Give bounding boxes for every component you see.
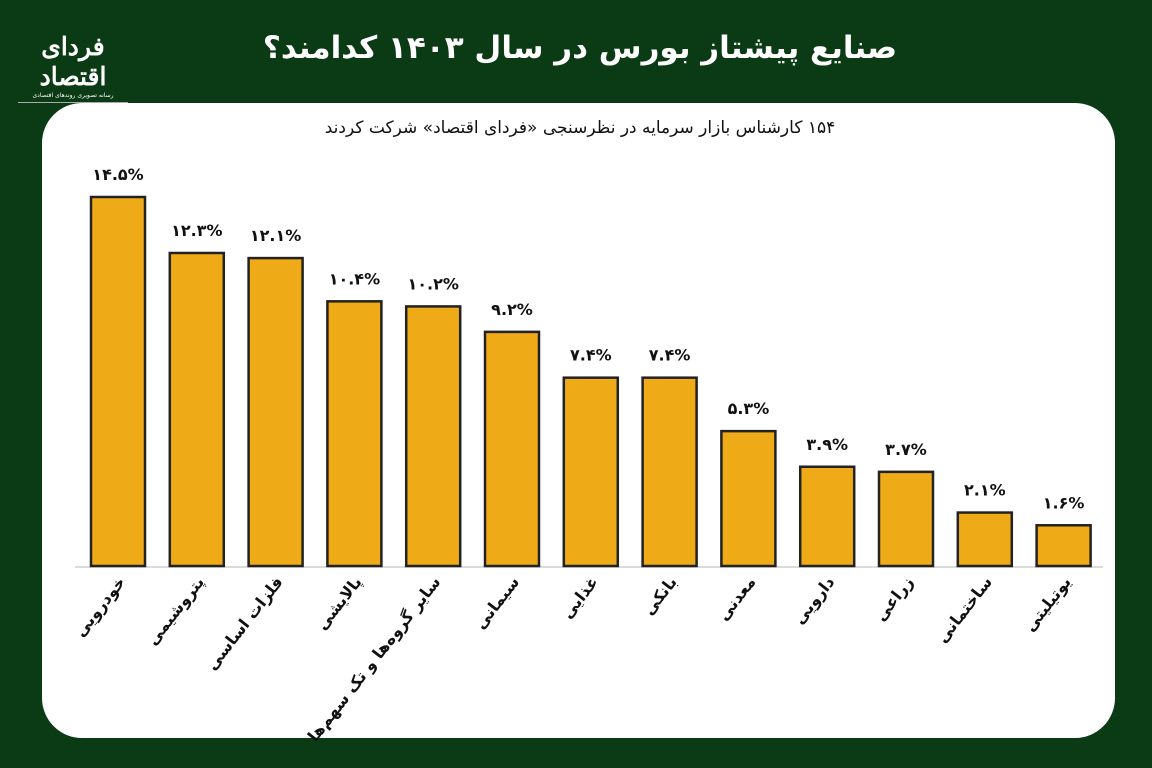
bar xyxy=(89,195,147,568)
bar xyxy=(326,300,383,568)
logo-tagline: رسانه تصویری روندهای اقتصادی xyxy=(18,92,128,103)
tick-label: پالایشی xyxy=(312,573,366,634)
bar xyxy=(562,376,620,568)
data-label: ۱۴.۵% xyxy=(92,165,143,184)
data-label: ۳.۷% xyxy=(885,440,927,459)
chart-subtitle: ۱۵۴ کارشناس بازار سرمایه در نظرسنجی «فرد… xyxy=(324,118,836,138)
bar xyxy=(168,251,226,568)
tick-label: پتروشیمی xyxy=(143,573,209,650)
data-label: ۱۲.۳% xyxy=(171,221,222,240)
logo-name: فردای اقتصاد xyxy=(39,32,107,91)
tick-label: دارویی xyxy=(789,573,838,628)
bar xyxy=(956,511,1014,568)
bar xyxy=(641,376,698,568)
tick-label: معدنی xyxy=(714,573,760,624)
logo: فردای اقتصاد رسانه تصویری روندهای اقتصاد… xyxy=(18,32,128,103)
tick-label: فلزات اساسی xyxy=(202,573,287,674)
tick-label: خودرویی xyxy=(70,573,129,641)
data-label: ۷.۴% xyxy=(570,346,612,365)
data-label: ۳.۹% xyxy=(806,435,848,454)
tick-label: بانکی xyxy=(639,573,681,619)
data-label: ۹.۲% xyxy=(491,300,533,319)
bar xyxy=(1035,524,1092,568)
data-label: ۱.۶% xyxy=(1043,493,1085,512)
bar xyxy=(798,465,856,568)
tick-label: سایر گروه‌ها و تک سهم‌ها xyxy=(304,573,445,745)
data-label: ۱۲.۱% xyxy=(250,226,301,245)
data-label: ۷.۴% xyxy=(649,346,691,365)
page-title: صنایع پیشتاز بورس در سال ۱۴۰۳ کدامند؟ xyxy=(262,30,898,66)
tick-label: ساختمانی xyxy=(933,573,996,647)
data-label: ۱۰.۲% xyxy=(407,274,458,293)
data-label: ۲.۱% xyxy=(964,481,1006,500)
tick-label: سیمانی xyxy=(470,573,523,633)
tick-label: غذایی xyxy=(558,573,602,622)
data-label: ۱۰.۴% xyxy=(329,269,380,288)
data-label: ۵.۳% xyxy=(728,399,770,418)
bar xyxy=(404,305,462,568)
bar xyxy=(877,470,935,568)
bar xyxy=(247,256,304,568)
bar xyxy=(483,330,541,568)
tick-label: یوتیلیتی xyxy=(1020,573,1075,635)
bar xyxy=(720,429,777,568)
tick-label: زراعی xyxy=(871,573,917,625)
